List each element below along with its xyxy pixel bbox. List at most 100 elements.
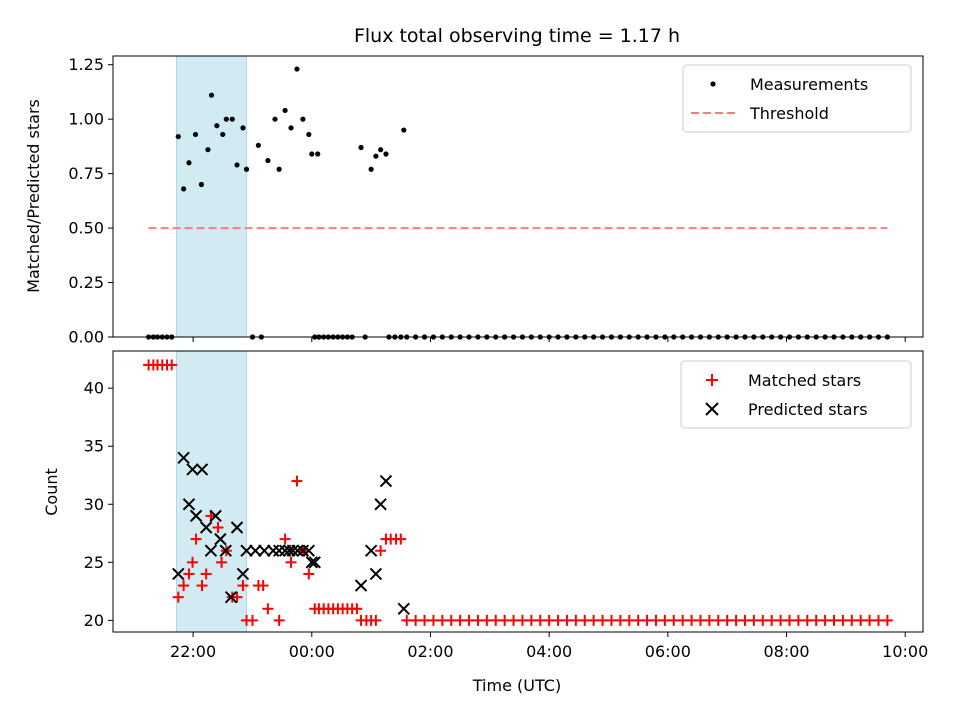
measurement-point — [306, 131, 312, 138]
predicted-star-point — [236, 567, 250, 581]
measurement-point — [272, 116, 278, 122]
top-legend: Measurements Threshold — [682, 64, 912, 133]
measurement-point — [181, 186, 187, 192]
matched-star-point — [291, 475, 303, 487]
predicted-star-point — [374, 498, 387, 511]
top-plot-frame — [112, 55, 924, 338]
bottom-plot-marks — [143, 359, 893, 626]
measurement-point — [175, 133, 181, 140]
matched-star-point — [183, 568, 195, 580]
matched-star-point — [262, 603, 274, 615]
matched-star-point — [237, 580, 249, 592]
measurement-point — [243, 166, 250, 172]
bottom-y-tick-label: 40 — [84, 379, 104, 398]
measurement-point — [368, 166, 374, 172]
top-y-tick-label: 0.50 — [68, 219, 104, 238]
top-x-ticks — [192, 337, 906, 342]
measurement-point — [214, 123, 220, 129]
bottom-y-tick-label: 35 — [84, 437, 104, 456]
predicted-star-point — [302, 544, 316, 557]
predicted-star-point — [182, 498, 196, 511]
measurement-point — [358, 144, 364, 151]
matched-star-point — [246, 614, 258, 626]
matched-star-point — [285, 556, 297, 568]
measurement-point — [186, 160, 192, 166]
legend-predicted-label: Predicted stars — [748, 400, 868, 419]
predicted-star-point — [214, 532, 227, 546]
x-axis-label: Time (UTC) — [472, 676, 561, 695]
measurement-point — [282, 107, 288, 114]
predicted-star-point — [272, 544, 286, 557]
measurement-point — [208, 92, 215, 98]
matched-star-point — [187, 556, 199, 568]
measurement-point — [276, 166, 282, 172]
matched-star-point — [200, 568, 212, 580]
measurement-point — [373, 153, 379, 159]
predicted-star-point — [286, 544, 300, 557]
x-tick-label: 08:00 — [763, 642, 809, 661]
bottom-y-tick-label: 30 — [84, 495, 104, 514]
predicted-star-point — [189, 509, 203, 523]
measurement-point — [315, 151, 321, 157]
measurement-point — [383, 151, 389, 157]
predicted-star-point — [291, 544, 304, 557]
top-highlight-span — [175, 55, 248, 338]
x-tick-label: 04:00 — [526, 642, 572, 661]
legend-matched-marker — [706, 374, 718, 386]
x-tick-label: 02:00 — [407, 642, 453, 661]
measurement-point — [309, 151, 315, 157]
bottom-plot-frame — [112, 350, 924, 633]
legend-predicted-marker — [705, 402, 719, 416]
bottom-y-tick-label: 25 — [84, 553, 104, 572]
bottom-panel: 20 25 30 35 40 22:00 00:00 02:00 04:00 06:00 08:0… — [42, 350, 928, 695]
predicted-star-point — [369, 567, 383, 581]
predicted-star-point — [240, 544, 253, 557]
measurement-point — [223, 116, 229, 122]
matched-star-point — [375, 545, 387, 557]
matched-star-point — [881, 614, 893, 626]
predicted-star-point — [397, 602, 410, 615]
predicted-star-point — [209, 509, 222, 523]
measurement-point — [234, 162, 240, 168]
top-panel: 0.00 0.25 0.50 0.75 1.00 1.25 Matched/Predict… — [24, 55, 924, 347]
measurement-point — [265, 157, 271, 164]
measurement-point — [240, 125, 246, 131]
measurement-point — [205, 147, 211, 153]
x-tick-label: 00:00 — [289, 642, 335, 661]
top-y-tick-label: 0.00 — [68, 328, 104, 347]
bottom-y-tick-label: 20 — [84, 611, 104, 630]
matched-star-point — [370, 614, 382, 626]
bottom-legend: Matched stars Predicted stars — [680, 360, 912, 429]
predicted-star-point — [177, 451, 190, 465]
top-y-tick-label: 1.25 — [68, 55, 104, 74]
predicted-star-point — [308, 556, 321, 569]
predicted-star-point — [267, 544, 280, 557]
matched-star-point — [196, 580, 208, 592]
legend-matched-label: Matched stars — [748, 371, 861, 390]
bottom-highlight-span — [175, 350, 248, 633]
measurement-point — [220, 131, 226, 138]
predicted-star-point — [305, 556, 318, 569]
predicted-star-point — [364, 544, 378, 557]
predicted-star-point — [172, 567, 185, 581]
predicted-star-point — [354, 579, 368, 592]
measurement-point — [192, 131, 199, 138]
top-y-tick-label: 1.00 — [68, 110, 104, 129]
predicted-star-point — [219, 544, 232, 557]
bottom-x-axis: 22:00 00:00 02:00 04:00 06:00 08:00 10:00 — [170, 632, 928, 661]
top-y-tick-label: 0.75 — [68, 164, 104, 183]
matched-star-point — [212, 521, 224, 533]
bottom-y-axis-label: Count — [42, 468, 61, 516]
legend-threshold-label: Threshold — [749, 104, 829, 123]
chart-title: Flux total observing time = 1.17 h — [354, 25, 680, 47]
predicted-star-point — [379, 474, 393, 488]
matched-star-point — [172, 591, 184, 603]
bottom-legend-box — [680, 360, 912, 429]
measurement-point — [300, 116, 306, 122]
matched-star-point — [279, 533, 291, 545]
predicted-star-point — [258, 544, 271, 557]
x-tick-label: 22:00 — [170, 642, 216, 661]
top-y-axis: 0.00 0.25 0.50 0.75 1.00 1.25 — [68, 55, 113, 347]
matched-star-point — [351, 603, 363, 615]
